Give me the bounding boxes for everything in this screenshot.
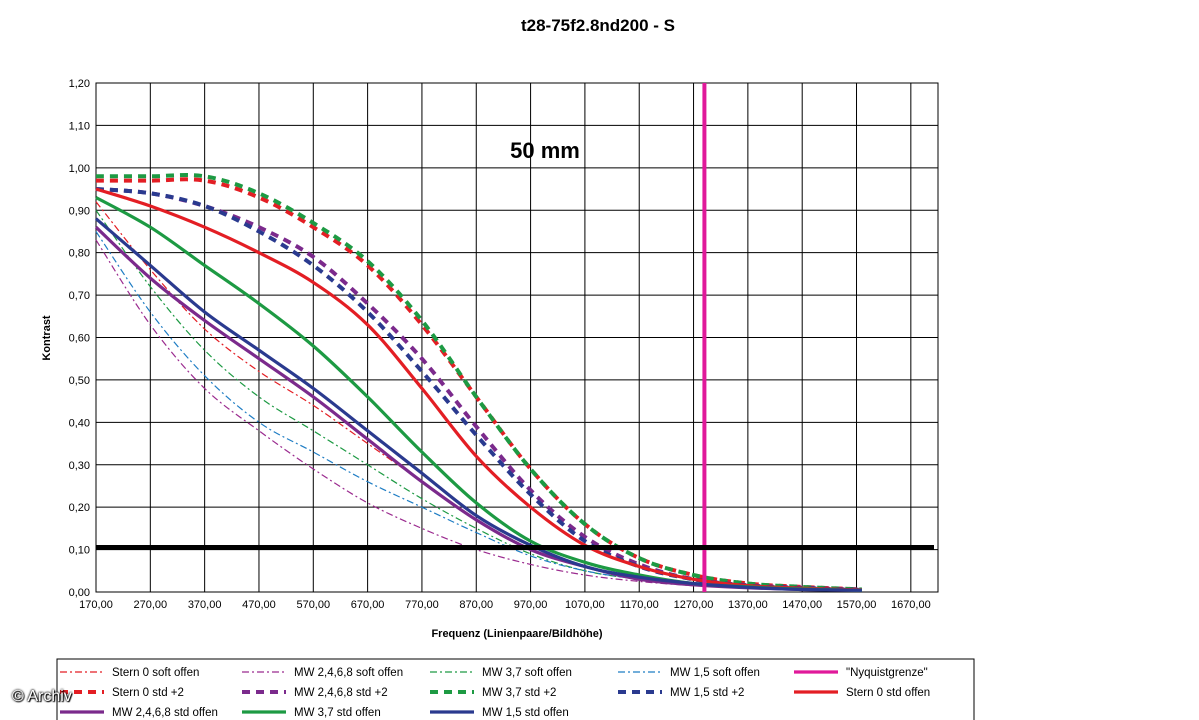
chart-title: t28-75f2.8nd200 - S (521, 16, 675, 35)
legend-label-3: MW 1,5 soft offen (670, 667, 760, 679)
x-tick-label: 670,00 (351, 599, 385, 611)
legend-items: Stern 0 soft offen MW 2,4,6,8 soft offen M… (60, 667, 930, 719)
focal-length-annotation: 50 mm (510, 138, 580, 163)
series-line-8 (95, 187, 862, 592)
x-tick-label: 270,00 (133, 599, 167, 611)
x-axis-label: Frequenz (Linienpaare/Bildhöhe) (431, 628, 602, 640)
y-tick-label: 0,90 (69, 205, 90, 217)
y-tick-label: 0,40 (69, 417, 90, 429)
series-line-2 (95, 209, 862, 591)
legend-label-9: Stern 0 std offen (846, 687, 930, 699)
x-tick-label: 1470,00 (782, 599, 822, 611)
legend-label-4: "Nyquistgrenze" (846, 667, 928, 679)
y-tick-label: 0,80 (69, 248, 90, 260)
x-tick-label: 970,00 (514, 599, 548, 611)
y-tick-label: 0,10 (69, 545, 90, 557)
legend-label-5: Stern 0 std +2 (112, 687, 184, 699)
y-tick-label: 1,20 (69, 78, 90, 90)
grid (95, 82, 938, 593)
x-tick-label: 870,00 (459, 599, 493, 611)
y-tick-label: 0,50 (69, 375, 90, 387)
y-axis-label: Kontrast (41, 315, 53, 361)
series-line-9 (95, 187, 862, 592)
x-tick-label: 1370,00 (728, 599, 768, 611)
x-tick-label: 1070,00 (565, 599, 605, 611)
legend-label-6: MW 2,4,6,8 std +2 (294, 687, 388, 699)
x-tick-label: 770,00 (405, 599, 439, 611)
y-tick-labels: 0,00 0,10 0,20 0,30 0,40 0,50 0,60 0,70 0,80 0,90… (69, 78, 90, 599)
legend-label-0: Stern 0 soft offen (112, 667, 199, 679)
reference-lines (96, 83, 934, 592)
legend-label-7: MW 3,7 std +2 (482, 687, 556, 699)
y-tick-label: 0,20 (69, 502, 90, 514)
x-tick-label: 570,00 (296, 599, 330, 611)
y-tick-label: 0,30 (69, 460, 90, 472)
legend-label-12: MW 1,5 std offen (482, 707, 569, 719)
y-tick-label: 1,00 (69, 163, 90, 175)
x-tick-label: 370,00 (188, 599, 222, 611)
series-line-12 (94, 217, 862, 592)
y-tick-label: 0,00 (69, 587, 90, 599)
legend-label-8: MW 1,5 std +2 (670, 687, 744, 699)
legend: Stern 0 soft offen MW 2,4,6,8 soft offen M… (56, 658, 975, 720)
y-tick-label: 0,60 (69, 333, 90, 345)
x-tick-labels: 170,00 270,00 370,00 470,00 570,00 670,00 770,… (79, 599, 931, 611)
y-tick-label: 1,10 (69, 120, 90, 132)
legend-label-11: MW 3,7 std offen (294, 707, 381, 719)
x-tick-label: 1270,00 (674, 599, 714, 611)
x-tick-label: 1170,00 (620, 599, 659, 611)
x-tick-label: 1670,00 (891, 599, 931, 611)
series-lines (94, 173, 863, 592)
legend-label-10: MW 2,4,6,8 std offen (112, 707, 218, 719)
y-tick-label: 0,70 (69, 290, 90, 302)
x-tick-label: 170,00 (79, 599, 113, 611)
x-tick-label: 470,00 (242, 599, 276, 611)
x-tick-label: 1570,00 (837, 599, 877, 611)
legend-box (56, 658, 975, 720)
legend-label-2: MW 3,7 soft offen (482, 667, 572, 679)
legend-label-1: MW 2,4,6,8 soft offen (294, 667, 403, 679)
series-line-7 (96, 173, 863, 592)
credit-watermark: © Archiv (12, 688, 72, 705)
